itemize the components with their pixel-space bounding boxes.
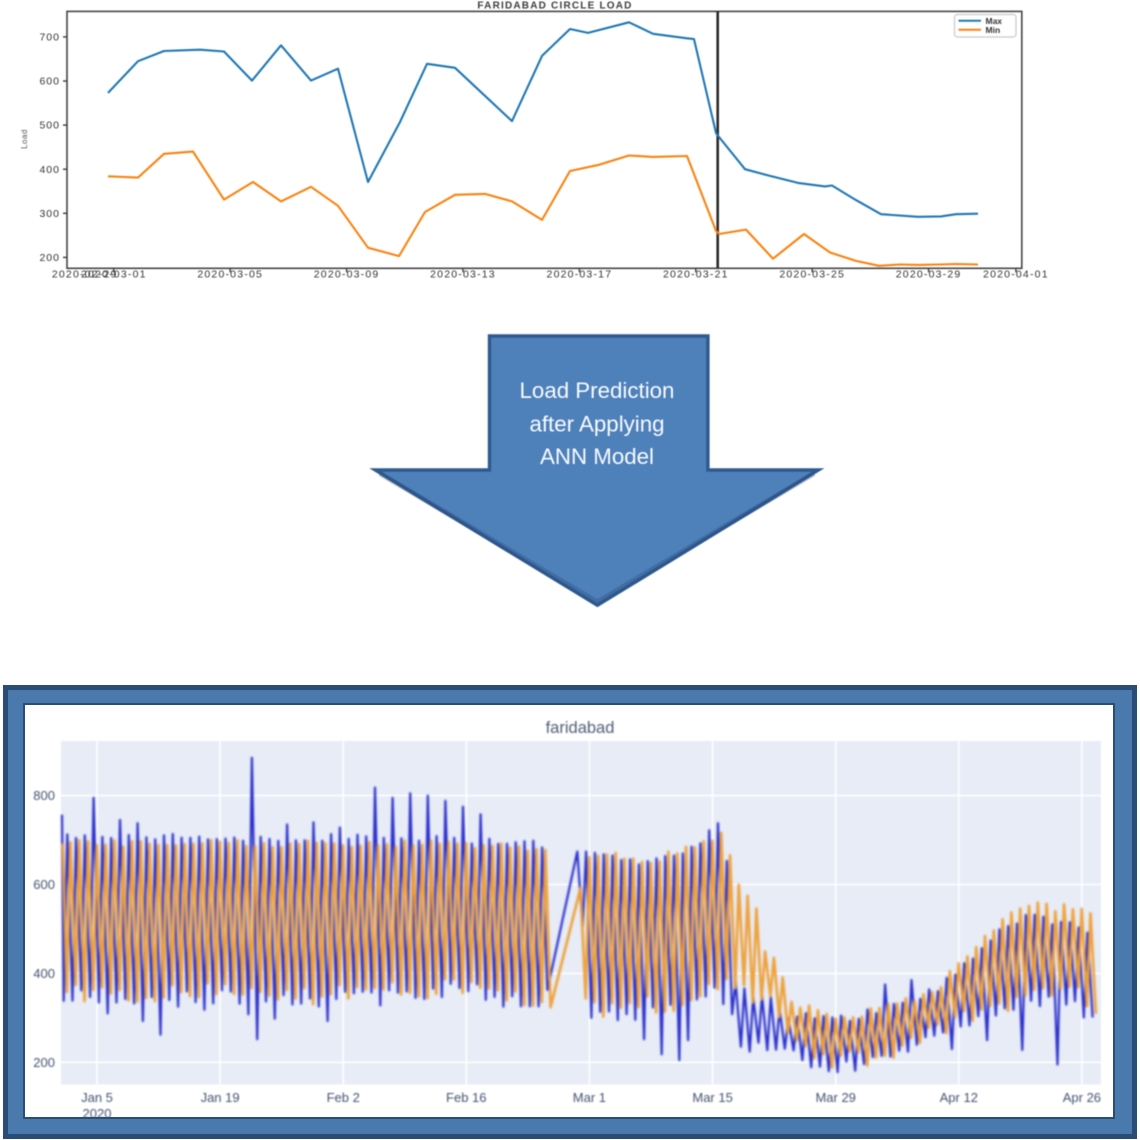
svg-text:Feb 2: Feb 2 bbox=[327, 1090, 360, 1105]
svg-text:200: 200 bbox=[33, 1055, 55, 1070]
svg-text:2020-03-21: 2020-03-21 bbox=[663, 269, 729, 281]
svg-text:700: 700 bbox=[39, 32, 60, 44]
svg-text:after Applying: after Applying bbox=[529, 412, 664, 437]
svg-text:Load: Load bbox=[20, 129, 29, 149]
svg-text:2020-03-01: 2020-03-01 bbox=[81, 269, 147, 281]
svg-text:2020-04-01: 2020-04-01 bbox=[983, 269, 1049, 281]
svg-text:Load Prediction: Load Prediction bbox=[520, 378, 675, 403]
svg-text:Apr 26: Apr 26 bbox=[1063, 1090, 1101, 1105]
svg-text:300: 300 bbox=[39, 208, 60, 220]
svg-text:600: 600 bbox=[33, 877, 55, 892]
svg-text:Jan 5: Jan 5 bbox=[81, 1090, 113, 1105]
svg-text:2020-02-29: 2020-02-29 bbox=[52, 269, 118, 281]
svg-text:2020-03-25: 2020-03-25 bbox=[779, 269, 845, 281]
svg-text:400: 400 bbox=[33, 966, 55, 981]
svg-text:Mar 29: Mar 29 bbox=[815, 1090, 855, 1105]
svg-text:2020-03-17: 2020-03-17 bbox=[547, 269, 613, 281]
svg-text:Jan 19: Jan 19 bbox=[201, 1090, 240, 1105]
svg-text:500: 500 bbox=[39, 120, 60, 132]
svg-text:Mar 1: Mar 1 bbox=[573, 1090, 606, 1105]
svg-text:2020-03-05: 2020-03-05 bbox=[197, 269, 263, 281]
svg-text:400: 400 bbox=[39, 164, 60, 176]
svg-text:FARIDABAD CIRCLE LOAD: FARIDABAD CIRCLE LOAD bbox=[477, 1, 632, 12]
svg-text:800: 800 bbox=[33, 788, 55, 803]
svg-text:Min: Min bbox=[986, 25, 1001, 35]
svg-text:ANN Model: ANN Model bbox=[540, 444, 654, 469]
svg-text:2020-03-13: 2020-03-13 bbox=[430, 269, 496, 281]
svg-text:2020-03-29: 2020-03-29 bbox=[896, 269, 962, 281]
svg-text:200: 200 bbox=[39, 252, 60, 264]
svg-text:2020: 2020 bbox=[83, 1106, 112, 1119]
svg-text:Mar 15: Mar 15 bbox=[692, 1090, 732, 1105]
svg-text:Max: Max bbox=[986, 16, 1003, 26]
svg-text:Feb 16: Feb 16 bbox=[446, 1090, 486, 1105]
svg-text:600: 600 bbox=[39, 76, 60, 88]
svg-text:2020-03-09: 2020-03-09 bbox=[314, 269, 380, 281]
svg-text:faridabad: faridabad bbox=[546, 719, 615, 737]
svg-text:Apr 12: Apr 12 bbox=[940, 1090, 978, 1105]
